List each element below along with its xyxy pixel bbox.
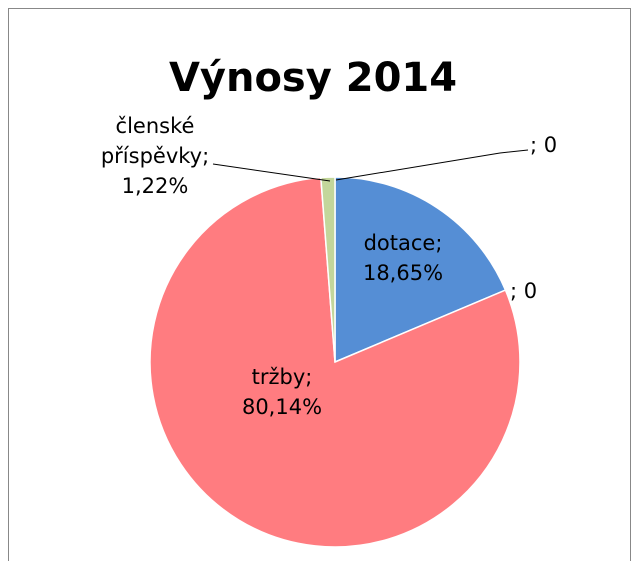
pie-slice bbox=[334, 176, 507, 364]
data-label: 18,65% bbox=[363, 261, 443, 285]
data-label: ; 0 bbox=[510, 279, 537, 303]
data-label: tržby; bbox=[252, 365, 313, 389]
data-label: členské bbox=[116, 114, 195, 138]
pie bbox=[149, 176, 521, 548]
data-label: 80,14% bbox=[242, 395, 322, 419]
data-label: ; 0 bbox=[530, 133, 557, 157]
data-label: 1,22% bbox=[122, 174, 189, 198]
pie-slice bbox=[320, 176, 336, 363]
chart-title: Výnosy 2014 bbox=[169, 55, 457, 101]
leader-line bbox=[212, 163, 331, 182]
data-label: příspěvky; bbox=[101, 144, 209, 168]
labels: ; 0 dotace; 18,65% ; 0 tržby; 80,14% členské př… bbox=[101, 114, 557, 419]
data-label: dotace; bbox=[364, 231, 443, 255]
leader-line bbox=[335, 149, 529, 181]
pie-slice bbox=[149, 176, 521, 548]
